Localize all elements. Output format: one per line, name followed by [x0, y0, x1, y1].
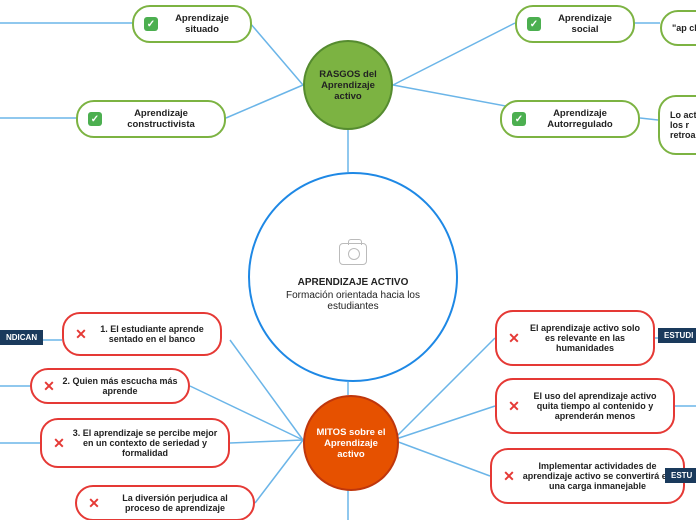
- check-icon: ✓: [512, 112, 526, 126]
- rasgos-child-3[interactable]: ✓ Aprendizaje Autorregulado: [500, 100, 640, 138]
- check-icon: ✓: [527, 17, 541, 31]
- mitos-left-2[interactable]: ✕ 3. El aprendizaje se percibe mejor en u…: [40, 418, 230, 468]
- offscreen-node-0[interactable]: "ap cl: [660, 10, 696, 46]
- rasgos-child-label: Aprendizaje constructivista: [108, 108, 214, 130]
- x-icon: ✕: [42, 379, 56, 393]
- x-icon: ✕: [507, 331, 521, 345]
- x-icon: ✕: [52, 436, 66, 450]
- rasgos-child-2[interactable]: ✓ Aprendizaje social: [515, 5, 635, 43]
- mitos-child-label: La diversión perjudica al proceso de apr…: [107, 493, 243, 513]
- mitos-child-label: 3. El aprendizaje se percibe mejor en un…: [72, 428, 218, 458]
- rasgos-node[interactable]: RASGOS del Aprendizaje activo: [303, 40, 393, 130]
- center-node[interactable]: APRENDIZAJE ACTIVO Formación orientada ha…: [248, 172, 458, 382]
- x-icon: ✕: [74, 327, 88, 341]
- rasgos-child-label: Aprendizaje situado: [164, 13, 240, 35]
- check-icon: ✓: [88, 112, 102, 126]
- mitos-right-0[interactable]: ✕ El aprendizaje activo solo es relevante…: [495, 310, 655, 366]
- mitos-right-2[interactable]: ✕ Implementar actividades de aprendizaje …: [490, 448, 685, 504]
- mitos-child-label: El aprendizaje activo solo es relevante …: [527, 323, 643, 353]
- rasgos-child-label: Aprendizaje social: [547, 13, 623, 35]
- camera-icon: [339, 243, 367, 265]
- side-tag-0: NDICAN: [0, 330, 43, 345]
- offscreen-node-1[interactable]: Lo activ los r retroa r: [658, 95, 696, 155]
- x-icon: ✕: [502, 469, 516, 483]
- rasgos-child-0[interactable]: ✓ Aprendizaje situado: [132, 5, 252, 43]
- mitos-child-label: Implementar actividades de aprendizaje a…: [522, 461, 673, 491]
- mitos-child-label: 1. El estudiante aprende sentado en el b…: [94, 324, 210, 344]
- rasgos-child-1[interactable]: ✓ Aprendizaje constructivista: [76, 100, 226, 138]
- x-icon: ✕: [87, 496, 101, 510]
- mitos-left-0[interactable]: ✕ 1. El estudiante aprende sentado en el …: [62, 312, 222, 356]
- center-subtitle: Formación orientada hacia los estudiante…: [270, 290, 436, 312]
- check-icon: ✓: [144, 17, 158, 31]
- x-icon: ✕: [507, 399, 521, 413]
- mitos-child-label: El uso del aprendizaje activo quita tiem…: [527, 391, 663, 421]
- mitos-child-label: 2. Quien más escucha más aprende: [62, 376, 178, 396]
- mindmap-canvas: APRENDIZAJE ACTIVO Formación orientada ha…: [0, 0, 696, 520]
- mitos-node[interactable]: MITOS sobre el Aprendizaje activo: [303, 395, 399, 491]
- mitos-left-3[interactable]: ✕ La diversión perjudica al proceso de ap…: [75, 485, 255, 520]
- center-title: APRENDIZAJE ACTIVO: [298, 277, 409, 288]
- side-tag-2: ESTU: [665, 468, 696, 483]
- rasgos-child-label: Aprendizaje Autorregulado: [532, 108, 628, 130]
- mitos-left-1[interactable]: ✕ 2. Quien más escucha más aprende: [30, 368, 190, 404]
- side-tag-1: ESTUDI: [658, 328, 696, 343]
- mitos-right-1[interactable]: ✕ El uso del aprendizaje activo quita tie…: [495, 378, 675, 434]
